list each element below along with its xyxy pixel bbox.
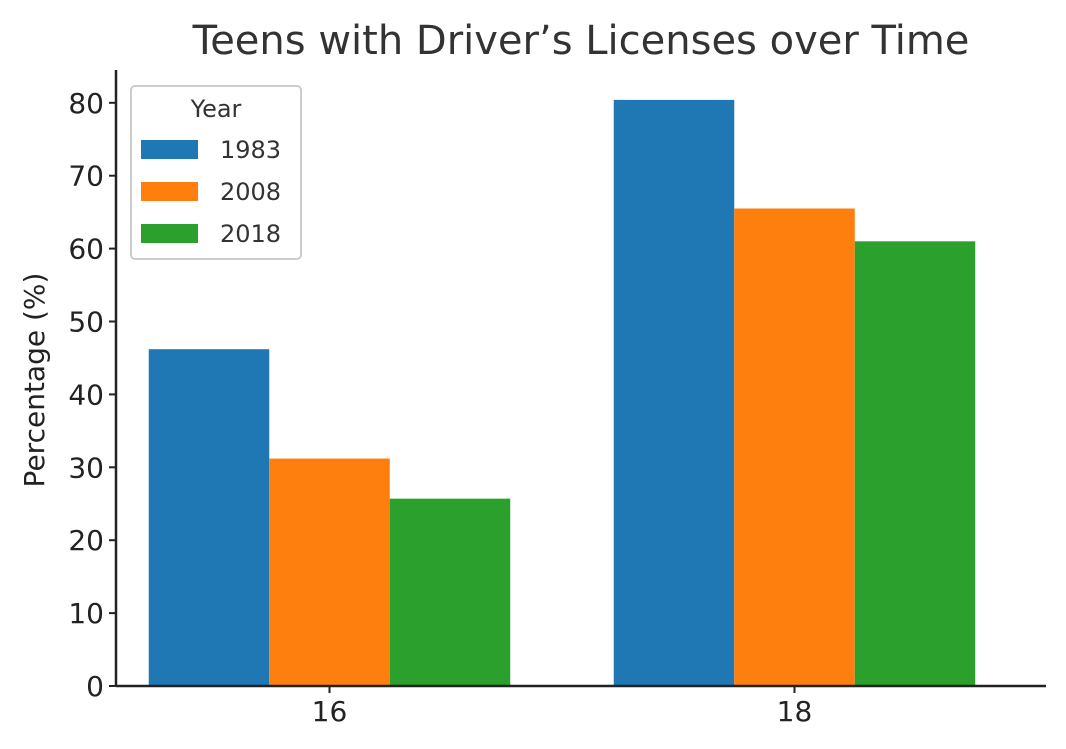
bar-18-1983 <box>613 99 735 687</box>
y-tick-label: 80 <box>68 87 104 120</box>
y-tick-label: 20 <box>68 524 104 557</box>
bar-18-2008 <box>734 208 855 686</box>
legend-label-2008: 2008 <box>220 178 281 206</box>
x-axis: 16 18 <box>116 684 1046 728</box>
y-tick-label: 10 <box>68 597 104 630</box>
legend-swatch-1983 <box>141 140 198 159</box>
legend: Year 1983 2008 2018 <box>130 85 302 260</box>
legend-label-2018: 2018 <box>220 220 281 248</box>
legend-swatch-2018 <box>141 224 198 243</box>
bar-18-2018 <box>854 241 976 687</box>
y-tick-label: 50 <box>68 306 104 339</box>
y-tick-label: 40 <box>68 378 104 411</box>
bars-group <box>148 99 976 687</box>
y-tick-label: 60 <box>68 233 104 266</box>
y-tick-label: 30 <box>68 451 104 484</box>
bar-16-2018 <box>389 498 511 686</box>
x-tick-label: 16 <box>312 695 348 728</box>
bar-16-2008 <box>269 458 390 686</box>
legend-swatch-2008 <box>141 182 198 201</box>
y-axis-label: Percentage (%) <box>18 273 51 488</box>
y-axis: 0 10 20 30 40 50 60 70 80 <box>68 70 118 703</box>
legend-frame <box>130 85 302 260</box>
legend-title: Year <box>190 95 242 123</box>
y-tick-label: 0 <box>86 670 104 703</box>
y-tick-label: 70 <box>68 160 104 193</box>
legend-label-1983: 1983 <box>220 136 281 164</box>
chart-title: Teens with Driver’s Licenses over Time <box>192 18 970 64</box>
bar-16-1983 <box>148 349 270 686</box>
x-tick-label: 18 <box>777 695 813 728</box>
